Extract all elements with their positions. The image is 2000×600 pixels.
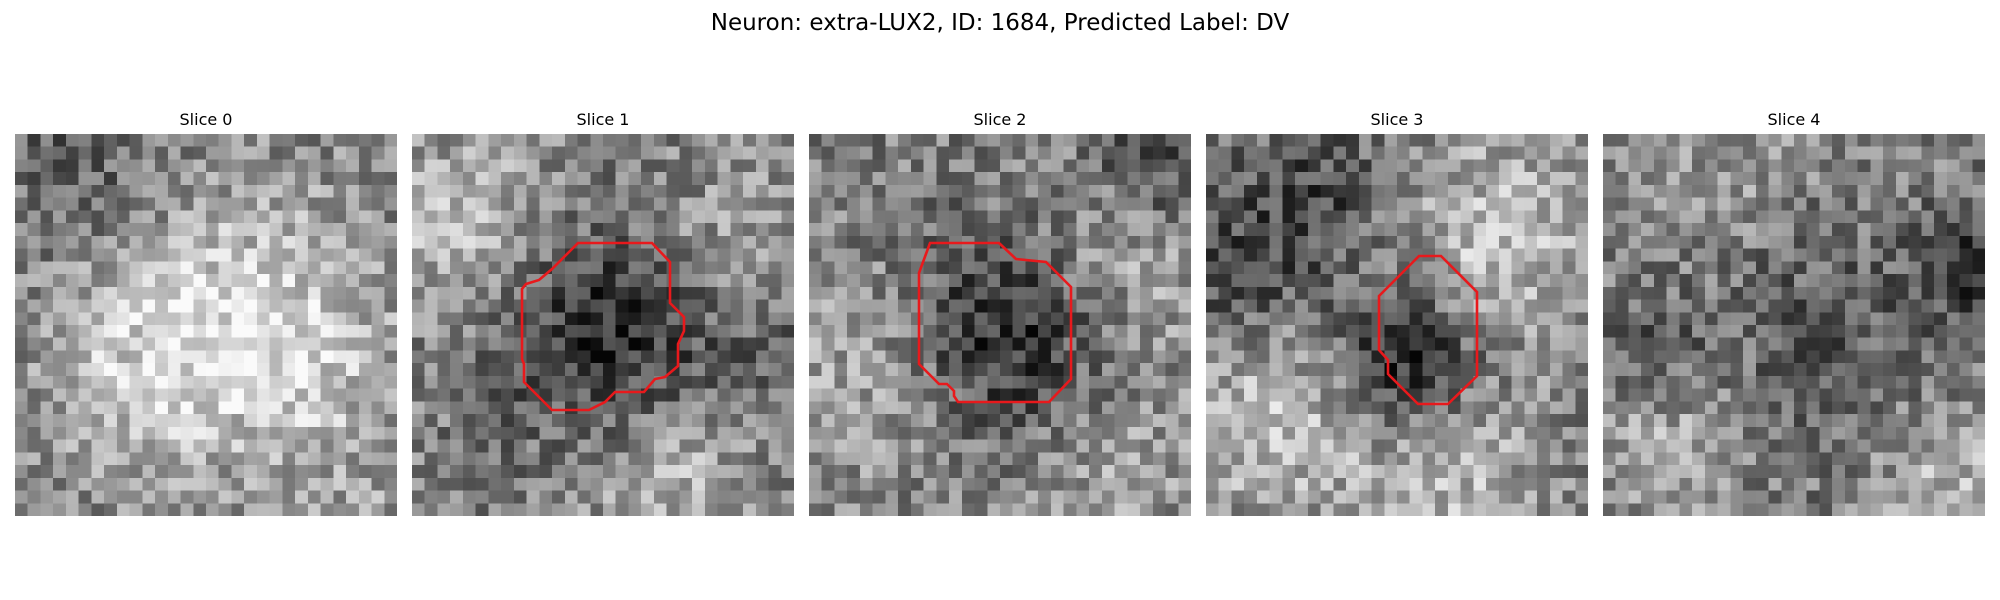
roi-overlay bbox=[520, 241, 686, 412]
slice-image-frame bbox=[809, 134, 1191, 516]
roi-contour bbox=[1377, 254, 1479, 406]
slice-image bbox=[809, 134, 1191, 516]
slice-image-frame bbox=[1206, 134, 1588, 516]
slice-panel-0: Slice 0 bbox=[15, 108, 397, 516]
roi-contour bbox=[917, 241, 1073, 404]
slice-image-frame bbox=[412, 134, 794, 516]
roi-overlay bbox=[1377, 254, 1479, 406]
slice-title: Slice 3 bbox=[1370, 110, 1424, 129]
slice-title: Slice 2 bbox=[973, 110, 1027, 129]
slice-panel-4: Slice 4 bbox=[1603, 108, 1985, 516]
slice-panel-2: Slice 2 bbox=[809, 108, 1191, 516]
slice-image bbox=[15, 134, 397, 516]
roi-overlay bbox=[917, 241, 1073, 404]
roi-contour bbox=[520, 241, 686, 412]
slice-panel-1: Slice 1 bbox=[412, 108, 794, 516]
slice-image bbox=[1206, 134, 1588, 516]
slice-image bbox=[412, 134, 794, 516]
slice-image-frame bbox=[15, 134, 397, 516]
figure-title: Neuron: extra-LUX2, ID: 1684, Predicted … bbox=[710, 10, 1290, 36]
slice-title: Slice 0 bbox=[179, 110, 233, 129]
slice-title: Slice 4 bbox=[1767, 110, 1821, 129]
slice-image-frame bbox=[1603, 134, 1985, 516]
slice-image bbox=[1603, 134, 1985, 516]
slice-title: Slice 1 bbox=[576, 110, 630, 129]
slice-panel-3: Slice 3 bbox=[1206, 108, 1588, 516]
